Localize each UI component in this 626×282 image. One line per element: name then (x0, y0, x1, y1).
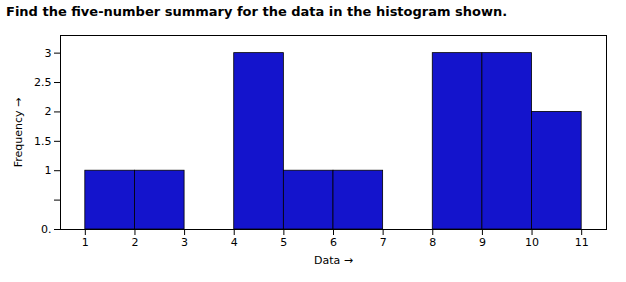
svg-text:2.5: 2.5 (34, 76, 52, 89)
svg-text:5: 5 (280, 236, 287, 249)
svg-text:4: 4 (231, 236, 238, 249)
svg-text:7: 7 (380, 236, 387, 249)
svg-text:8: 8 (429, 236, 436, 249)
svg-text:0.: 0. (41, 223, 52, 236)
svg-text:1.5: 1.5 (34, 135, 52, 148)
svg-text:3: 3 (181, 236, 188, 249)
html-text:Find the five-number summary f: Find the five-number summary for the dat… (6, 4, 508, 19)
svg-text:Data →: Data → (314, 254, 353, 267)
svg-text:6: 6 (330, 236, 337, 249)
svg-text:1: 1 (82, 236, 89, 249)
svg-text:Frequency →: Frequency → (12, 98, 25, 168)
svg-text:11: 11 (575, 236, 589, 249)
svg-text:2: 2 (45, 105, 52, 118)
svg-text:2: 2 (131, 236, 138, 249)
svg-text:10: 10 (525, 236, 539, 249)
svg-text:9: 9 (479, 236, 486, 249)
svg-text:3: 3 (45, 47, 52, 60)
svg-text:1: 1 (45, 164, 52, 177)
